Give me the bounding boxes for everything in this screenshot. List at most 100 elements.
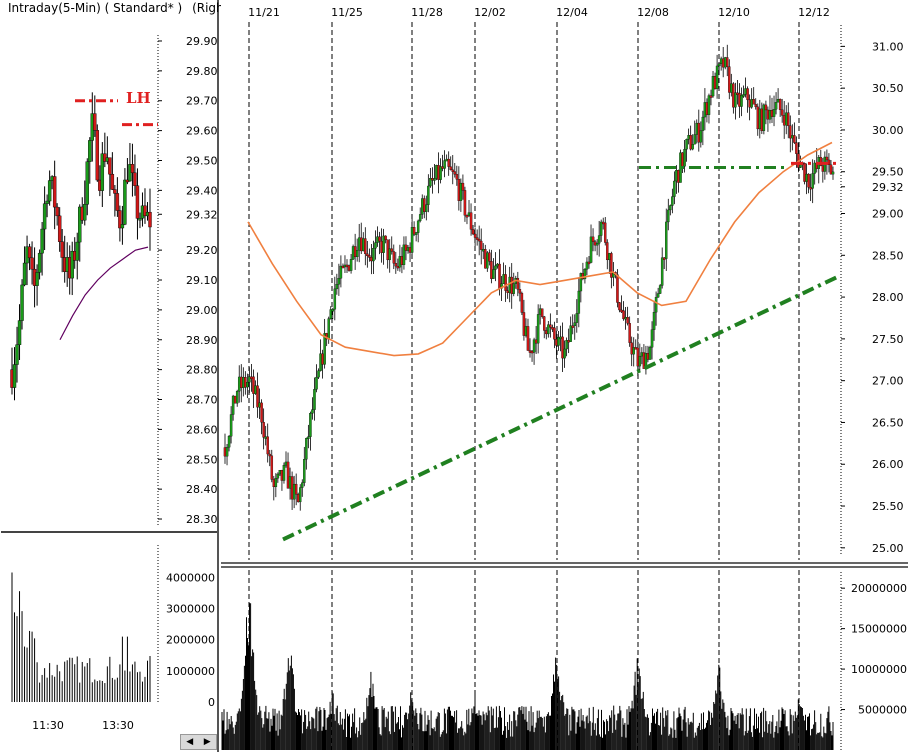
intraday-price-axis: 29.90 29.80 29.70 29.60 29.50 29.40 29.32 29.20… — [158, 35, 217, 526]
price-tick-label: 29.90 — [186, 35, 217, 48]
up-candle — [532, 339, 536, 353]
scroll-left-arrow[interactable]: ◀ — [186, 737, 194, 747]
up-candle — [496, 263, 499, 267]
up-candle — [563, 348, 566, 359]
down-candle — [451, 169, 454, 172]
up-candle — [758, 108, 762, 130]
up-candle — [120, 224, 125, 229]
down-candle — [780, 109, 784, 116]
price-tick-label: 29.00 — [186, 304, 217, 317]
down-candle — [713, 76, 717, 89]
down-candle — [510, 276, 513, 294]
date-label: 12/04 — [556, 6, 588, 19]
price-tick-label: 27.50 — [872, 333, 904, 346]
down-candle — [540, 308, 544, 317]
down-candle — [455, 174, 459, 180]
up-candle — [650, 329, 654, 348]
up-candle — [573, 322, 577, 327]
up-candle — [557, 336, 560, 346]
date-label: 11/21 — [248, 6, 280, 19]
lower-high-markers — [75, 99, 158, 127]
up-candle — [331, 309, 335, 312]
up-candle — [707, 95, 711, 115]
up-candle — [22, 262, 27, 286]
down-candle — [353, 246, 357, 258]
price-tick-label: 28.70 — [186, 394, 217, 407]
down-candle — [825, 156, 829, 161]
up-candle — [414, 232, 418, 235]
price-tick-label: 29.40 — [186, 184, 217, 197]
up-candle — [12, 364, 17, 388]
down-candle — [516, 278, 520, 290]
up-candle — [740, 95, 743, 107]
up-candle — [282, 464, 286, 481]
intraday-scrollbar[interactable]: ◀ ▶ — [180, 734, 217, 750]
up-candle — [575, 313, 579, 323]
up-candle — [138, 217, 142, 221]
up-candle — [17, 320, 22, 345]
down-candle — [819, 157, 823, 166]
up-candle — [333, 288, 337, 310]
down-candle — [545, 330, 548, 335]
down-candle — [591, 236, 595, 242]
up-candle — [467, 212, 471, 216]
main-volume-bars — [221, 603, 834, 750]
up-candle — [246, 381, 249, 388]
up-candle — [343, 264, 347, 268]
up-candle — [317, 370, 320, 378]
down-candle — [130, 164, 135, 174]
up-candle — [701, 116, 705, 131]
up-candle — [776, 98, 780, 103]
up-candle — [831, 171, 835, 175]
down-candle — [606, 242, 609, 261]
up-candle — [691, 144, 694, 150]
up-candle — [406, 247, 410, 251]
up-candle — [301, 482, 304, 488]
intraday-volume-axis: 4000000 3000000 2000000 1000000 0 — [166, 571, 215, 709]
price-tick-label: 29.80 — [186, 65, 217, 78]
down-candle — [479, 240, 483, 250]
down-candle — [782, 115, 786, 126]
volume-tick-label: 4000000 — [166, 571, 215, 584]
down-candle — [240, 376, 243, 388]
down-candle — [689, 135, 692, 150]
up-candle — [683, 149, 686, 167]
up-candle — [658, 285, 662, 294]
down-candle — [681, 152, 684, 167]
down-candle — [705, 102, 709, 115]
up-candle — [772, 109, 776, 117]
scroll-right-arrow[interactable]: ▶ — [203, 737, 211, 747]
up-candle — [693, 134, 696, 145]
down-candle — [662, 257, 666, 260]
down-candle — [280, 470, 284, 481]
down-candle — [601, 221, 605, 225]
down-candle — [392, 251, 396, 264]
down-candle — [260, 402, 263, 423]
up-candle — [744, 88, 747, 95]
down-candle — [622, 310, 625, 320]
up-candle — [660, 257, 664, 286]
down-candle — [520, 292, 524, 313]
down-candle — [534, 339, 538, 344]
main-candles — [223, 44, 835, 511]
down-candle — [522, 312, 526, 336]
up-candle — [274, 478, 278, 488]
down-candle — [133, 172, 137, 186]
price-tick-label: 28.40 — [186, 483, 217, 496]
intraday-candles — [10, 92, 152, 401]
down-candle — [803, 163, 806, 182]
price-tick-label: 28.80 — [186, 364, 217, 377]
up-candle — [585, 261, 589, 270]
up-candle — [577, 290, 581, 314]
down-candle — [752, 99, 755, 105]
time-label-1130: 11:30 — [32, 719, 64, 732]
down-candle — [471, 229, 475, 235]
down-candle — [386, 239, 389, 261]
up-candle — [638, 355, 642, 367]
up-candle — [42, 203, 47, 230]
down-candle — [787, 112, 790, 126]
up-candle — [443, 160, 446, 169]
up-candle — [695, 122, 699, 135]
up-candle — [538, 308, 542, 315]
up-candle — [671, 196, 674, 206]
